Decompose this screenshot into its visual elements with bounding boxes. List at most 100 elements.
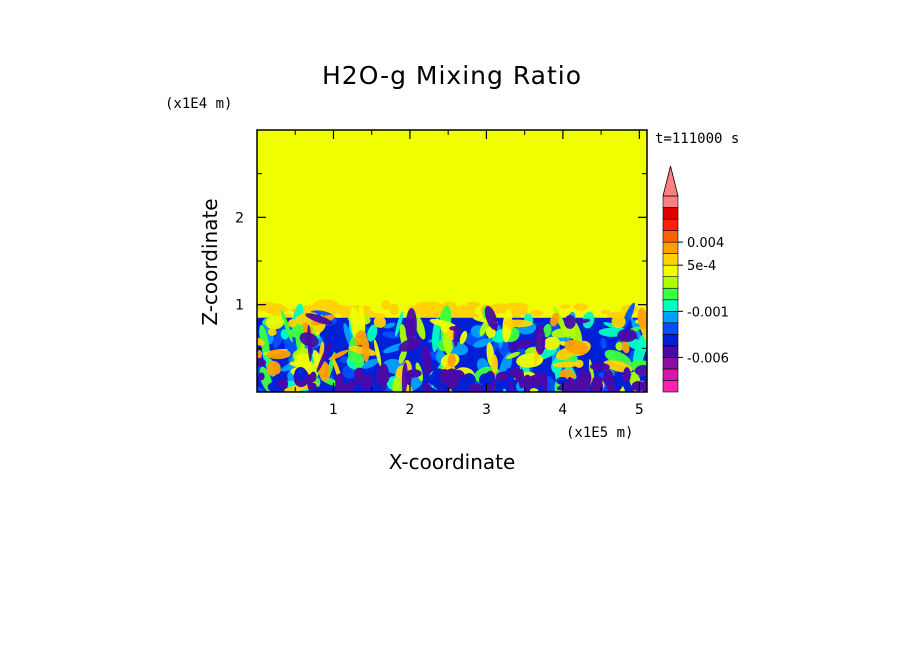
colorbar: 0.004 5e-4 -0.001 -0.006 bbox=[662, 165, 729, 393]
y-axis-label: Z-coordinate bbox=[198, 198, 222, 325]
field-patch bbox=[552, 361, 581, 368]
field-patch bbox=[358, 300, 366, 335]
field-patch bbox=[447, 353, 456, 367]
field-patch bbox=[421, 346, 433, 376]
field-patch bbox=[257, 357, 267, 367]
colorbar-extend-arrow bbox=[662, 165, 679, 197]
surface-patch bbox=[277, 378, 289, 390]
colorbar-segment bbox=[662, 299, 679, 312]
colorbar-segment bbox=[662, 195, 679, 208]
surface-patch bbox=[381, 370, 387, 392]
surface-patch bbox=[428, 374, 435, 385]
colorbar-segment bbox=[662, 345, 679, 358]
field-patch bbox=[392, 378, 403, 392]
anomaly-patch bbox=[466, 301, 481, 309]
field-patch bbox=[361, 358, 379, 369]
surface-patch bbox=[479, 373, 494, 386]
field-patch bbox=[459, 330, 468, 345]
field-patch bbox=[534, 325, 546, 355]
field-patch bbox=[398, 337, 423, 352]
field-patch bbox=[453, 324, 459, 347]
field-patch bbox=[550, 312, 560, 327]
surface-patch bbox=[528, 374, 544, 386]
y-axis: 12 bbox=[235, 173, 647, 349]
surface-patch bbox=[258, 372, 265, 381]
field-patch bbox=[543, 336, 561, 351]
field-patch bbox=[289, 361, 318, 368]
colorbar-label: 5e-4 bbox=[687, 259, 716, 274]
field-patch bbox=[589, 362, 610, 371]
field-patch bbox=[373, 339, 382, 367]
field-patch bbox=[414, 314, 426, 340]
surface-patch bbox=[444, 368, 460, 389]
x-unit-label: (x1E5 m) bbox=[566, 425, 633, 441]
colorbar-segment bbox=[662, 207, 679, 220]
field-patch bbox=[564, 339, 589, 355]
surface-patch bbox=[294, 366, 307, 381]
field-patch bbox=[575, 318, 591, 324]
field-patch bbox=[265, 315, 285, 330]
field-patch bbox=[491, 354, 498, 374]
surface-patch bbox=[494, 380, 502, 392]
colorbar-segment bbox=[662, 218, 679, 231]
field-patch bbox=[506, 351, 520, 360]
anomaly-patch bbox=[389, 303, 399, 315]
field-patch bbox=[507, 339, 534, 350]
anomaly-patch bbox=[559, 304, 571, 309]
surface-patch bbox=[309, 382, 317, 390]
field-patch bbox=[604, 349, 632, 367]
colorbar-segment bbox=[662, 253, 679, 266]
x-tick-label: 2 bbox=[405, 402, 414, 418]
colorbar-segment bbox=[662, 322, 679, 335]
field-patch bbox=[484, 305, 498, 330]
surface-patch bbox=[495, 371, 508, 382]
y-tick-label: 1 bbox=[235, 298, 244, 314]
field-patch bbox=[603, 322, 625, 331]
field-patch bbox=[422, 382, 432, 392]
field-patch bbox=[288, 319, 297, 328]
field-patch bbox=[611, 314, 626, 329]
surface-patch bbox=[480, 384, 486, 392]
x-tick-label: 5 bbox=[635, 402, 644, 418]
colorbar-segment bbox=[662, 334, 679, 347]
colorbar-segment bbox=[662, 368, 679, 381]
anomaly-patch bbox=[503, 304, 525, 310]
field-patch bbox=[542, 323, 552, 338]
field-patch bbox=[443, 340, 453, 353]
colorbar-segment bbox=[662, 264, 679, 278]
field-patch bbox=[367, 324, 378, 342]
field-patch bbox=[479, 321, 488, 336]
y-tick-label: 2 bbox=[235, 210, 244, 226]
field-patch bbox=[267, 328, 277, 337]
field-patch bbox=[373, 316, 386, 328]
field-patch bbox=[429, 318, 458, 329]
surface-patch bbox=[341, 383, 351, 392]
surface-patch bbox=[613, 371, 624, 390]
field-patch bbox=[266, 349, 291, 360]
surface-patch bbox=[518, 368, 525, 389]
field-patch bbox=[503, 319, 533, 328]
field-patch bbox=[328, 349, 349, 361]
surface-patch bbox=[467, 383, 484, 392]
field-patch bbox=[473, 338, 494, 348]
field-patch bbox=[266, 360, 281, 377]
surface-patch bbox=[591, 378, 603, 392]
x-tick-label: 4 bbox=[558, 402, 567, 418]
anomaly-patch bbox=[407, 305, 423, 310]
field-patch bbox=[307, 324, 312, 362]
colorbar-segment bbox=[662, 357, 679, 370]
field-patch bbox=[284, 385, 305, 392]
colorbar-segment bbox=[662, 380, 679, 393]
anomaly-patch bbox=[529, 309, 544, 317]
field-patch bbox=[316, 340, 333, 373]
colorbar-label: -0.006 bbox=[687, 351, 729, 366]
colorbar-segment bbox=[662, 287, 679, 301]
field-patch bbox=[637, 307, 647, 330]
y-unit-label: (x1E4 m) bbox=[165, 96, 232, 112]
x-tick-label: 3 bbox=[482, 402, 491, 418]
field-patch bbox=[600, 337, 607, 350]
field-patch bbox=[617, 328, 637, 342]
chart-title: H2O-g Mixing Ratio bbox=[322, 61, 582, 90]
